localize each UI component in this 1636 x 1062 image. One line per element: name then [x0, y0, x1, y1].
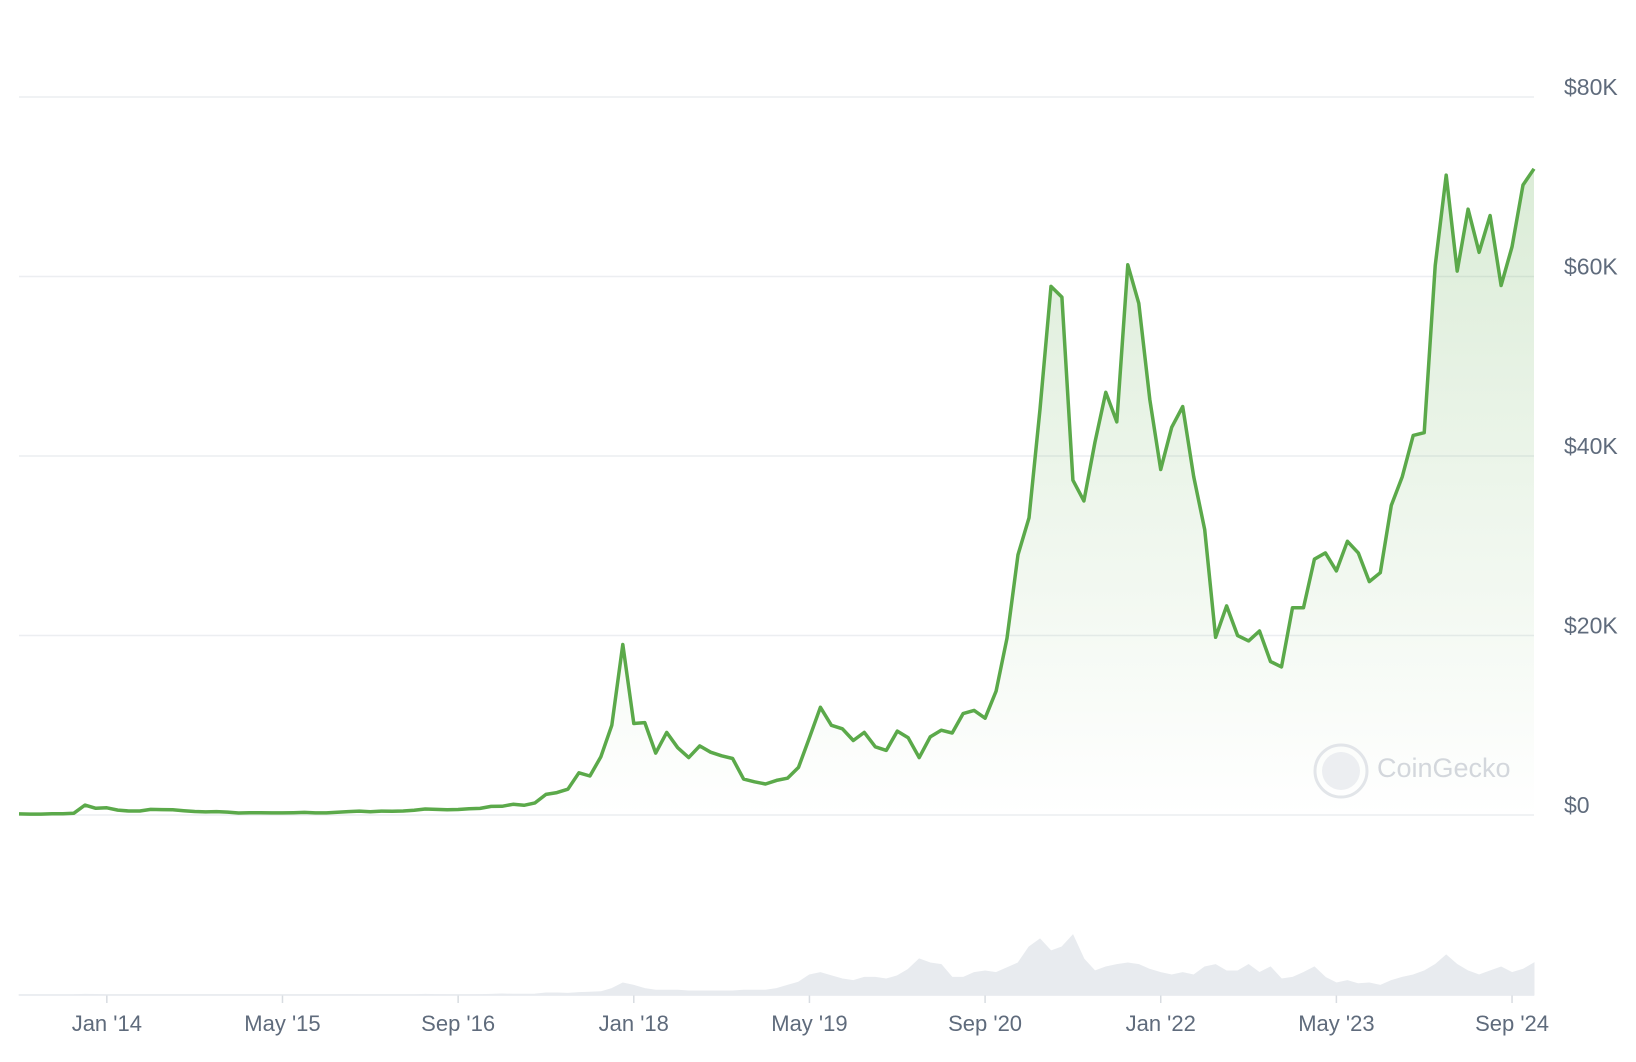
- y-tick-label: $60K: [1564, 254, 1618, 280]
- x-tick-label: May '19: [771, 1011, 847, 1036]
- watermark: CoinGecko: [1313, 743, 1511, 799]
- watermark-logo-inner: [1322, 752, 1360, 790]
- x-tick-label: May '23: [1298, 1011, 1374, 1036]
- price-area: [19, 168, 1534, 816]
- x-tick-label: Sep '24: [1475, 1011, 1549, 1036]
- y-tick-label: $40K: [1564, 433, 1618, 459]
- y-tick-label: $0: [1564, 792, 1590, 818]
- x-tick-label: May '15: [244, 1011, 320, 1036]
- x-tick-label: Sep '16: [421, 1011, 495, 1036]
- price-line: [18, 167, 1536, 816]
- watermark-text: CoinGecko: [1377, 753, 1511, 783]
- volume-area: [18, 934, 1535, 996]
- watermark-logo: [1313, 743, 1369, 799]
- x-tick-label: Jan '22: [1126, 1011, 1196, 1036]
- x-tick-label: Jan '18: [599, 1011, 669, 1036]
- y-tick-label: $80K: [1564, 74, 1618, 100]
- x-tick-label: Jan '14: [72, 1011, 142, 1036]
- y-tick-label: $20K: [1564, 613, 1618, 639]
- x-tick-label: Sep '20: [948, 1011, 1022, 1036]
